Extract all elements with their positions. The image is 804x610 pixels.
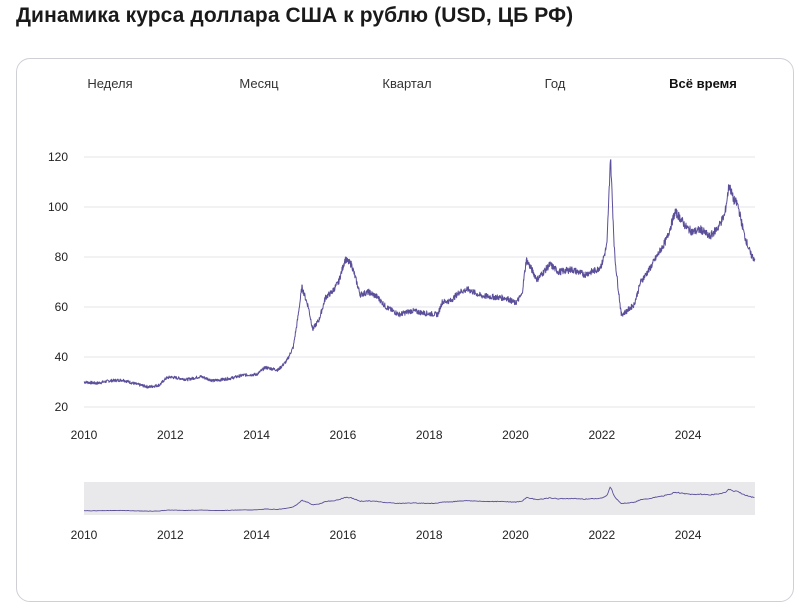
navigator-x-tick-label: 2024 (675, 528, 702, 542)
y-tick-label: 60 (55, 300, 69, 314)
tab-month[interactable]: Месяц (239, 76, 279, 91)
y-tick-label: 80 (55, 250, 69, 264)
grid-lines (84, 156, 755, 408)
navigator-x-tick-label: 2016 (330, 528, 357, 542)
y-tick-label: 100 (48, 200, 68, 214)
x-tick-label: 2014 (243, 428, 270, 442)
navigator-line (84, 486, 755, 512)
y-tick-label: 20 (55, 400, 69, 414)
navigator-background[interactable] (84, 482, 755, 515)
navigator-x-axis-ticks: 2010 2012 2014 2016 2018 2020 2022 2024 (71, 528, 702, 542)
x-tick-label: 2018 (416, 428, 443, 442)
x-tick-label: 2022 (588, 428, 615, 442)
x-tick-label: 2012 (157, 428, 184, 442)
x-tick-label: 2016 (330, 428, 357, 442)
y-axis-ticks: 20 40 60 80 100 120 (48, 150, 68, 414)
navigator-x-tick-label: 2018 (416, 528, 443, 542)
x-tick-label: 2024 (675, 428, 702, 442)
period-tabs: Неделя Месяц Квартал Год Всё время (17, 59, 793, 109)
x-tick-label: 2010 (71, 428, 98, 442)
range-navigator[interactable] (84, 482, 755, 515)
navigator-x-tick-label: 2022 (588, 528, 615, 542)
x-axis-ticks: 2010 2012 2014 2016 2018 2020 2022 2024 (71, 428, 702, 442)
usd-rub-line (83, 159, 756, 389)
tab-year[interactable]: Год (544, 76, 566, 91)
x-tick-label: 2020 (502, 428, 529, 442)
navigator-x-tick-label: 2012 (157, 528, 184, 542)
page-title: Динамика курса доллара США к рублю (USD,… (16, 4, 574, 27)
y-tick-label: 40 (55, 350, 69, 364)
navigator-x-tick-label: 2020 (502, 528, 529, 542)
y-tick-label: 120 (48, 150, 68, 164)
navigator-x-tick-label: 2010 (71, 528, 98, 542)
tab-week[interactable]: Неделя (87, 76, 133, 91)
navigator-x-tick-label: 2014 (243, 528, 270, 542)
tab-quarter[interactable]: Квартал (382, 76, 432, 91)
series-layer (83, 159, 756, 389)
tab-all-time[interactable]: Всё время (669, 76, 737, 91)
